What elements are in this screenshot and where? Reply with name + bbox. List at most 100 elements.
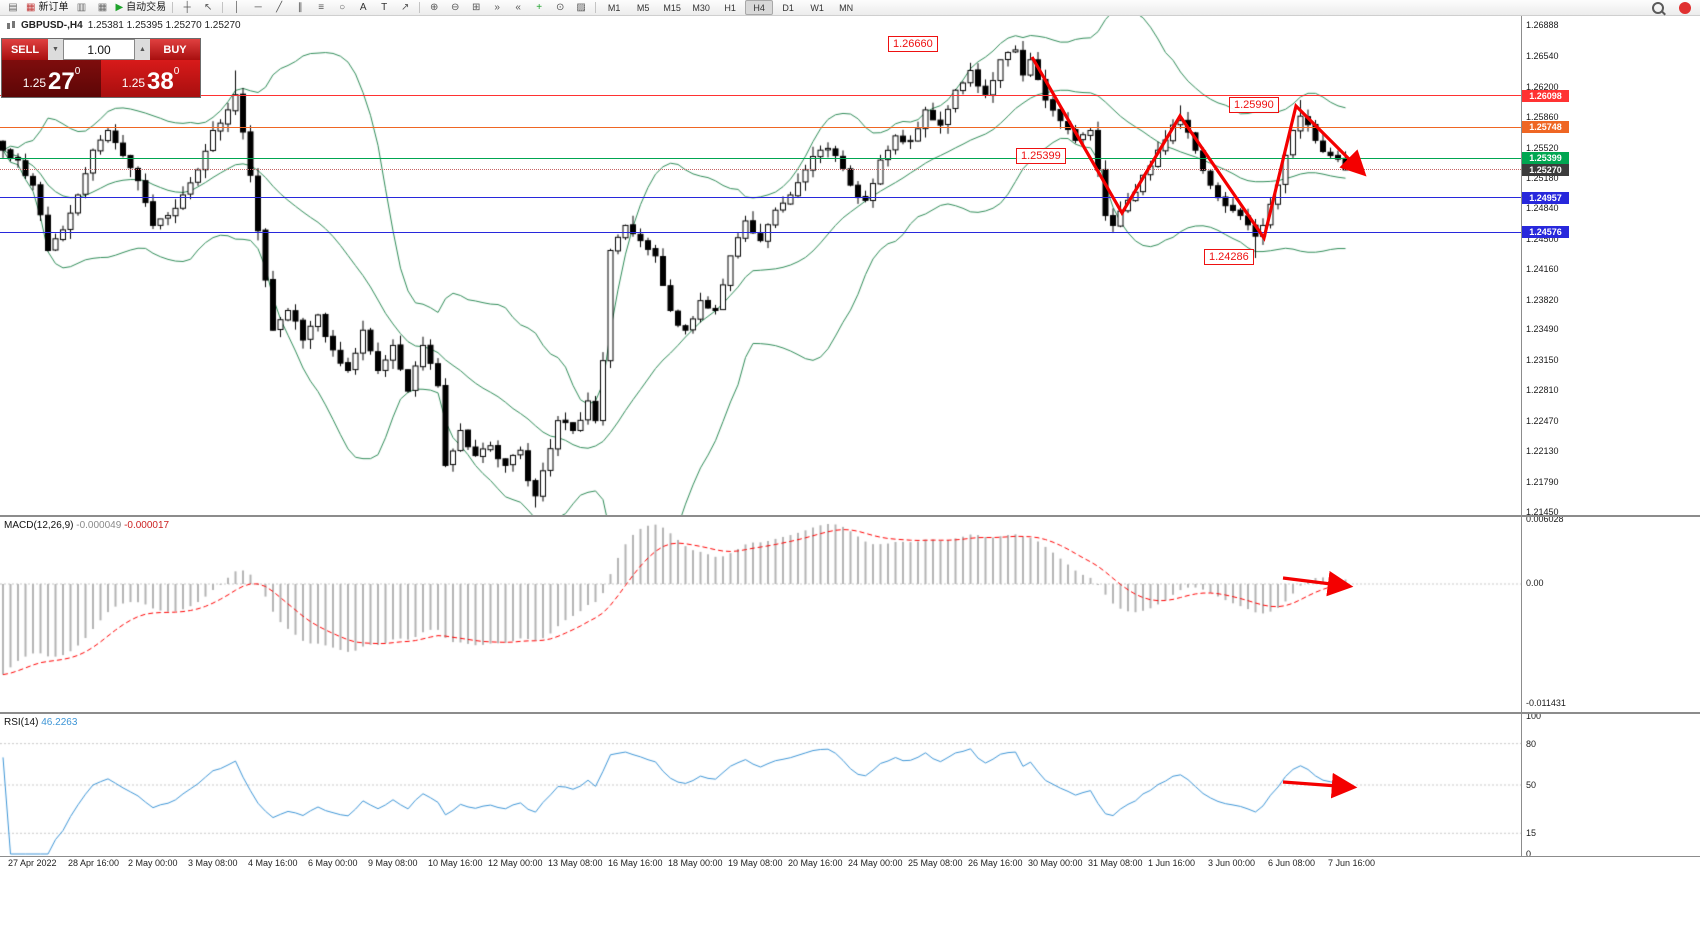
fibonacci-retracement-icon[interactable]: ≡	[311, 1, 331, 15]
autotrading-button-label: 自动交易	[126, 1, 167, 13]
panel-divider[interactable]	[0, 712, 1700, 714]
macd-signal-value: -0.000017	[124, 520, 170, 531]
time-axis-label: 6 May 00:00	[308, 858, 358, 868]
buy-price-point: 0	[173, 66, 180, 77]
time-axis-label: 26 May 16:00	[968, 858, 1023, 868]
macd-label: MACD(12,26,9) -0.000049 -0.000017	[4, 520, 169, 531]
periods-dropdown-icon[interactable]: ⊙	[550, 1, 570, 15]
price-level-tag: 1.25748	[1522, 121, 1569, 134]
time-axis-label: 2 May 00:00	[128, 858, 178, 868]
current-price-tag: 1.25270	[1522, 163, 1569, 176]
time-axis-label: 20 May 16:00	[788, 858, 843, 868]
macd-scale-label: 0.00	[1526, 578, 1544, 588]
timeframe-m5[interactable]: M5	[636, 2, 650, 13]
rsi-indicator-panel[interactable]	[0, 714, 1521, 856]
timeframe-h4[interactable]: H4	[745, 0, 774, 15]
sell-price-point: 0	[74, 66, 81, 77]
time-axis-label: 18 May 00:00	[668, 858, 723, 868]
rsi-scale-label: 15	[1526, 828, 1537, 839]
new-order-button[interactable]: ▦ 新订单	[24, 1, 70, 15]
text-icon[interactable]: A	[353, 1, 373, 15]
time-axis-label: 6 Jun 08:00	[1268, 858, 1316, 868]
text-label-icon[interactable]: T	[374, 1, 394, 15]
price-scale-label: 1.26540	[1526, 51, 1559, 62]
indicators-add-icon[interactable]: +	[529, 1, 549, 15]
buy-price-pips: 38	[147, 68, 174, 96]
price-scale-label: 1.25520	[1526, 142, 1559, 153]
timeframe-m30[interactable]: M30	[692, 2, 710, 13]
chart-window-icon[interactable]: ▤	[3, 1, 23, 15]
equidistant-channel-icon[interactable]: ∥	[290, 1, 310, 15]
equidistant-channel-icon: ∥	[297, 1, 303, 13]
sell-price-display[interactable]: 1.25 27 0	[2, 60, 101, 97]
price-level-tag: 1.26098	[1522, 89, 1569, 102]
profile-charts-icon[interactable]: ▥	[71, 1, 91, 15]
rsi-name: RSI(14)	[4, 717, 39, 728]
price-axis-border	[1521, 16, 1522, 856]
timeframe-m15[interactable]: M15	[663, 2, 681, 13]
timeframe-mn[interactable]: MN	[839, 2, 854, 13]
buy-price-display[interactable]: 1.25 38 0	[101, 60, 200, 97]
time-axis-border	[0, 856, 1700, 857]
buy-price-prefix: 1.25	[121, 76, 146, 90]
time-axis-label: 4 May 16:00	[248, 858, 298, 868]
price-level-tag: 1.25399	[1522, 152, 1569, 165]
volume-input[interactable]: 1.00	[63, 39, 135, 60]
tile-windows-icon: ⊞	[471, 1, 481, 13]
zoom-out-icon[interactable]: ⊖	[445, 1, 465, 15]
time-axis-label: 31 May 08:00	[1088, 858, 1143, 868]
chart-shift-icon[interactable]: «	[508, 1, 528, 15]
volume-decrease-button[interactable]: ▼	[48, 39, 63, 60]
main-price-chart[interactable]	[0, 16, 1521, 515]
chart-ohlc-values: 1.25381 1.25395 1.25270 1.25270	[87, 20, 241, 31]
chart-symbol-period: GBPUSD-,H4	[21, 20, 83, 31]
auto-scroll-icon[interactable]: »	[487, 1, 507, 15]
one-click-trading-panel: SELL ▼ 1.00 ▲ BUY 1.25 27 0 1.25 38 0	[1, 38, 201, 98]
vertical-line-icon[interactable]: │	[227, 1, 247, 15]
arrow-object-icon[interactable]: ↗	[395, 1, 415, 15]
autotrading-button[interactable]: ▶ 自动交易	[113, 1, 168, 15]
time-axis-label: 1 Jun 16:00	[1148, 858, 1196, 868]
crosshair-icon[interactable]: ┼	[177, 1, 197, 15]
notification-badge[interactable]	[1679, 1, 1691, 14]
rsi-value: 46.2263	[41, 717, 78, 728]
toolbar-separator	[419, 2, 421, 13]
sell-button[interactable]: SELL	[2, 39, 48, 60]
trendline-icon: ╱	[276, 1, 283, 13]
price-level-tag: 1.24957	[1522, 191, 1569, 204]
horizontal-line-icon[interactable]: ─	[248, 1, 268, 15]
search-icon[interactable]	[1652, 1, 1664, 14]
timeframe-h1[interactable]: H1	[724, 2, 736, 13]
zoom-in-icon: ⊕	[429, 1, 439, 13]
macd-scale-label: -0.011431	[1526, 698, 1566, 708]
panel-divider[interactable]	[0, 515, 1700, 517]
timeframe-d1[interactable]: D1	[782, 2, 794, 13]
chart-list-icon[interactable]: ▦	[92, 1, 112, 15]
time-axis-label: 10 May 16:00	[428, 858, 483, 868]
trendline-icon[interactable]: ╱	[269, 1, 289, 15]
buy-button[interactable]: BUY	[150, 39, 200, 60]
timeframe-m1[interactable]: M1	[607, 2, 621, 13]
macd-indicator-panel[interactable]	[0, 517, 1521, 712]
tile-windows-icon[interactable]: ⊞	[466, 1, 486, 15]
time-axis-label: 3 May 08:00	[188, 858, 238, 868]
cursor-icon[interactable]: ↖	[198, 1, 218, 15]
shapes-icon[interactable]: ○	[332, 1, 352, 15]
profile-charts-icon: ▥	[76, 1, 87, 13]
toolbar-separator	[172, 2, 174, 13]
price-scale-label: 1.23150	[1526, 354, 1559, 365]
cursor-icon: ↖	[203, 1, 213, 13]
new-order-button-label: 新订单	[38, 1, 69, 13]
zoom-in-icon[interactable]: ⊕	[424, 1, 444, 15]
macd-main-value: -0.000049	[76, 520, 122, 531]
auto-scroll-icon: »	[494, 1, 500, 13]
timeframe-w1[interactable]: W1	[810, 2, 824, 13]
price-level-tag: 1.24576	[1522, 226, 1569, 239]
price-scale-label: 1.22470	[1526, 415, 1559, 426]
toolbar-separator	[222, 2, 224, 13]
price-scale-label: 1.23820	[1526, 294, 1559, 305]
templates-icon: ▨	[576, 1, 586, 13]
templates-icon[interactable]: ▨	[571, 1, 591, 15]
volume-increase-button[interactable]: ▲	[135, 39, 150, 60]
autotrading-icon: ▶	[115, 1, 124, 13]
